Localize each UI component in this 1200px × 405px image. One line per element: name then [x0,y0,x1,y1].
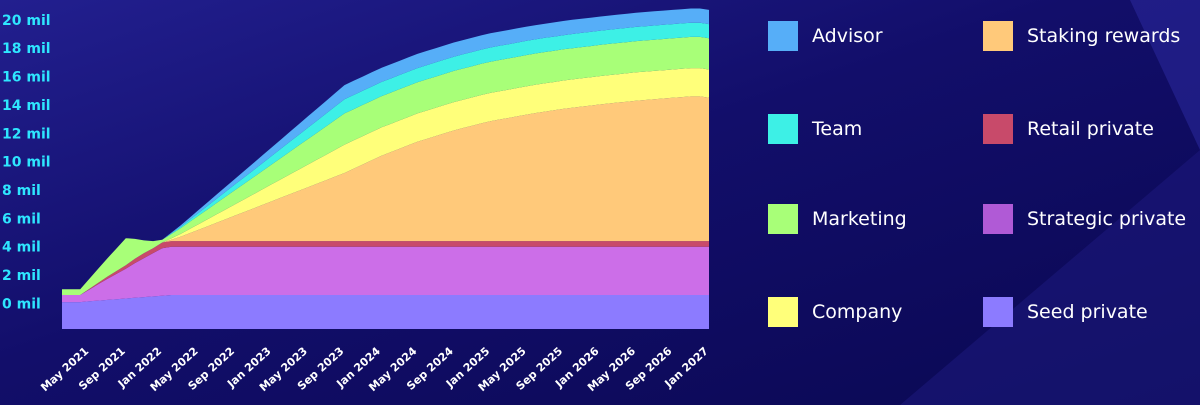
y-tick-label: 20 mil [2,13,51,29]
area-retail-private [62,241,709,295]
y-tick-label: 12 mil [2,126,51,142]
area-strategic-private [62,246,709,303]
y-tick-label: 0 mil [2,297,41,313]
area-company [62,68,709,295]
y-axis-ticks: 0 mil 2 mil 4 mil 6 mil 8 mil 10 mil 12 mil 14 … [2,13,51,313]
y-tick-label: 18 mil [2,41,51,57]
y-tick-label: 14 mil [2,98,51,114]
area-staking-rewards [62,96,709,296]
y-tick-label: 4 mil [2,240,41,256]
y-tick-label: 2 mil [2,268,41,284]
area-seed-private [62,295,709,329]
chart-areas [62,8,709,329]
vesting-area-chart: 0 mil 2 mil 4 mil 6 mil 8 mil 10 mil 12 mil 14 … [2,8,711,394]
y-tick-label: 6 mil [2,211,41,227]
y-tick-label: 10 mil [2,155,51,171]
y-tick-label: 8 mil [2,183,41,199]
area-marketing [62,36,709,296]
y-tick-label: 16 mil [2,70,51,86]
